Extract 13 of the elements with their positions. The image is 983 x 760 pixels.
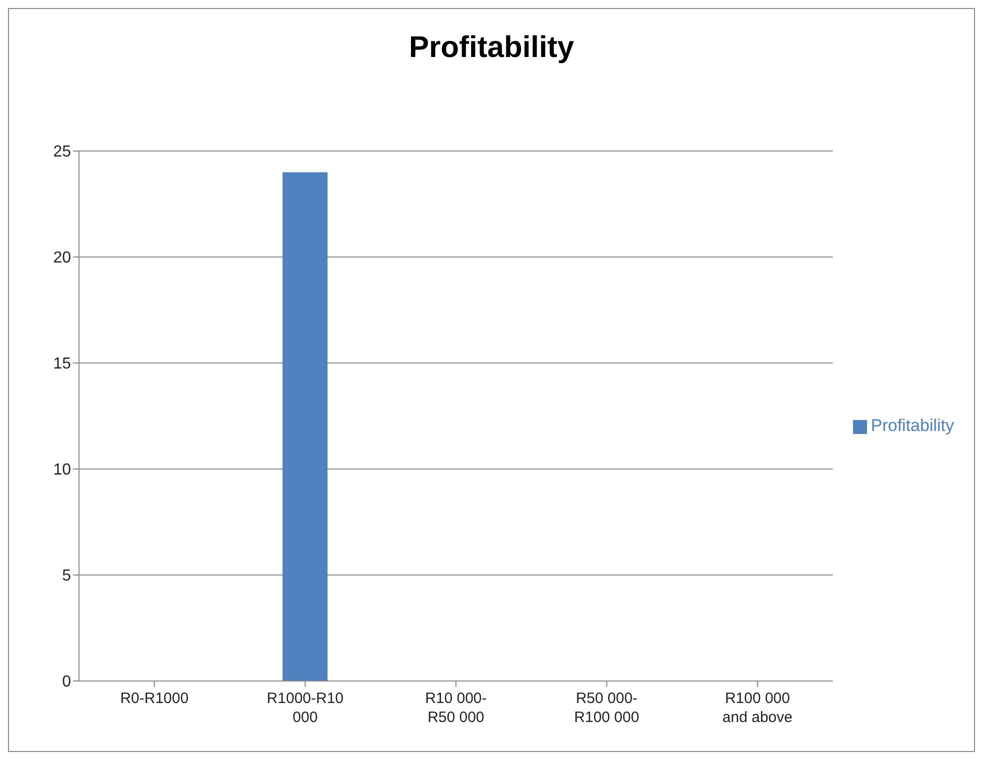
x-tick-label: R50 000-R100 000 [574,690,640,726]
x-tick-label: R100 000 and above [722,690,793,726]
y-tick-label: 0 [62,674,72,691]
y-tick-label: 15 [53,356,72,373]
y-tick-label: 20 [53,250,72,267]
y-tick-label: 25 [53,144,72,161]
x-tick-label: R10 000-R50 000 [425,690,487,726]
y-tick-label: 5 [62,568,72,585]
chart-title: Profitability [408,30,575,66]
x-tick-label: R0-R1000 [120,690,189,707]
y-tick-label: 10 [53,462,72,479]
legend-label: Profitability [870,416,954,435]
x-tick-label: R1000-R10 000 [266,690,344,726]
